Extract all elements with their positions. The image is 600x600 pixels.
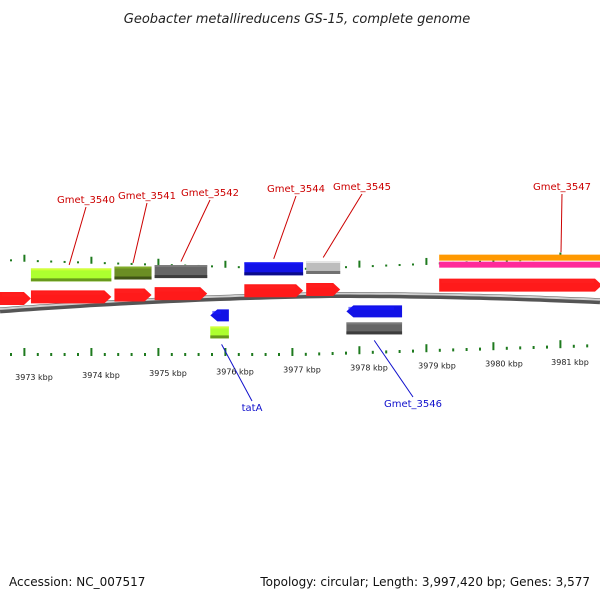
gene-cog-highlight [306, 260, 341, 263]
map-title: Geobacter metallireducens GS-15, complet… [124, 12, 470, 27]
gene-cog-highlight [30, 268, 112, 271]
gene-arrow-highlight [116, 290, 144, 294]
gene-cog-highlight [154, 265, 208, 268]
kbp-label: 3975 kbp [149, 369, 187, 378]
gene-cog-shadow [346, 331, 403, 335]
gene-arrow-highlight [441, 280, 594, 284]
kbp-label: 3979 kbp [418, 362, 456, 371]
gene-labels: Gmet_3540 Gmet_3541 Gmet_3542 Gmet_3544 Gmet… [57, 182, 591, 414]
gene-cog-highlight [114, 266, 152, 269]
gene-cog-shadow [244, 272, 304, 276]
gene-label: Gmet_3540 [57, 195, 115, 206]
gene-cog-shadow [154, 275, 208, 279]
gene-cog-box [439, 261, 600, 268]
gene-label: Gmet_3547 [533, 182, 591, 193]
gene-cog-box [306, 260, 341, 274]
tick-marks-inner [10, 340, 589, 356]
gene-label: Gmet_3541 [118, 191, 176, 202]
kbp-label: 3978 kbp [350, 364, 388, 373]
gene-cog-box [114, 266, 152, 280]
gene-label-leader [180, 199, 211, 262]
gene-cog-box [439, 254, 600, 261]
gene-label-leader [322, 193, 363, 258]
gene-label: Gmet_3546 [384, 399, 442, 410]
gene-label: Gmet_3544 [267, 184, 325, 195]
kbp-label: 3980 kbp [485, 360, 523, 369]
gene-label-leader [273, 195, 297, 259]
gene-cog-shadow [306, 270, 341, 274]
gene-label-leader [132, 202, 148, 264]
kbp-label: 3976 kbp [216, 367, 254, 376]
gene-arrow-highlight [348, 306, 395, 310]
gene-label-leader [373, 340, 414, 398]
gene-label: Gmet_3542 [181, 188, 239, 199]
gene-arrow-highlight [308, 284, 333, 288]
gene-cog-highlight [346, 322, 403, 325]
gene-label-leader [221, 344, 253, 402]
gene-features [0, 254, 600, 339]
gene-arrow-highlight [2, 293, 23, 297]
gene-cog-box [154, 265, 208, 279]
gene-cog-highlight [244, 262, 304, 265]
accession-text: Accession: NC_007517 [9, 575, 145, 589]
gene-arrow-highlight [212, 310, 221, 314]
gene-arrow-highlight [246, 285, 296, 289]
gene-cog-highlight [210, 326, 229, 329]
gene-cog-box [244, 262, 304, 276]
kbp-label: 3973 kbp [15, 373, 53, 382]
gene-arrow-highlight [32, 291, 104, 295]
gene-arrow-highlight [156, 288, 200, 292]
genome-summary-text: Topology: circular; Length: 3,997,420 bp… [259, 575, 590, 589]
gene-cog-shadow [30, 278, 112, 282]
gene-cog-box [30, 268, 112, 282]
kbp-label: 3981 kbp [551, 358, 589, 367]
gene-label-leader [560, 193, 563, 253]
kbp-label: 3974 kbp [82, 371, 120, 380]
gene-label: tatA [242, 403, 263, 414]
gene-cog-shadow [114, 276, 152, 280]
gene-cog-shadow [210, 335, 229, 339]
kbp-label: 3977 kbp [283, 365, 321, 374]
backbone-line [0, 292, 600, 314]
gene-label: Gmet_3545 [333, 182, 391, 193]
gene-label-leader [68, 206, 87, 266]
kbp-tick-labels: 3973 kbp 3974 kbp 3975 kbp 3976 kbp 3977 kbp… [15, 358, 589, 382]
